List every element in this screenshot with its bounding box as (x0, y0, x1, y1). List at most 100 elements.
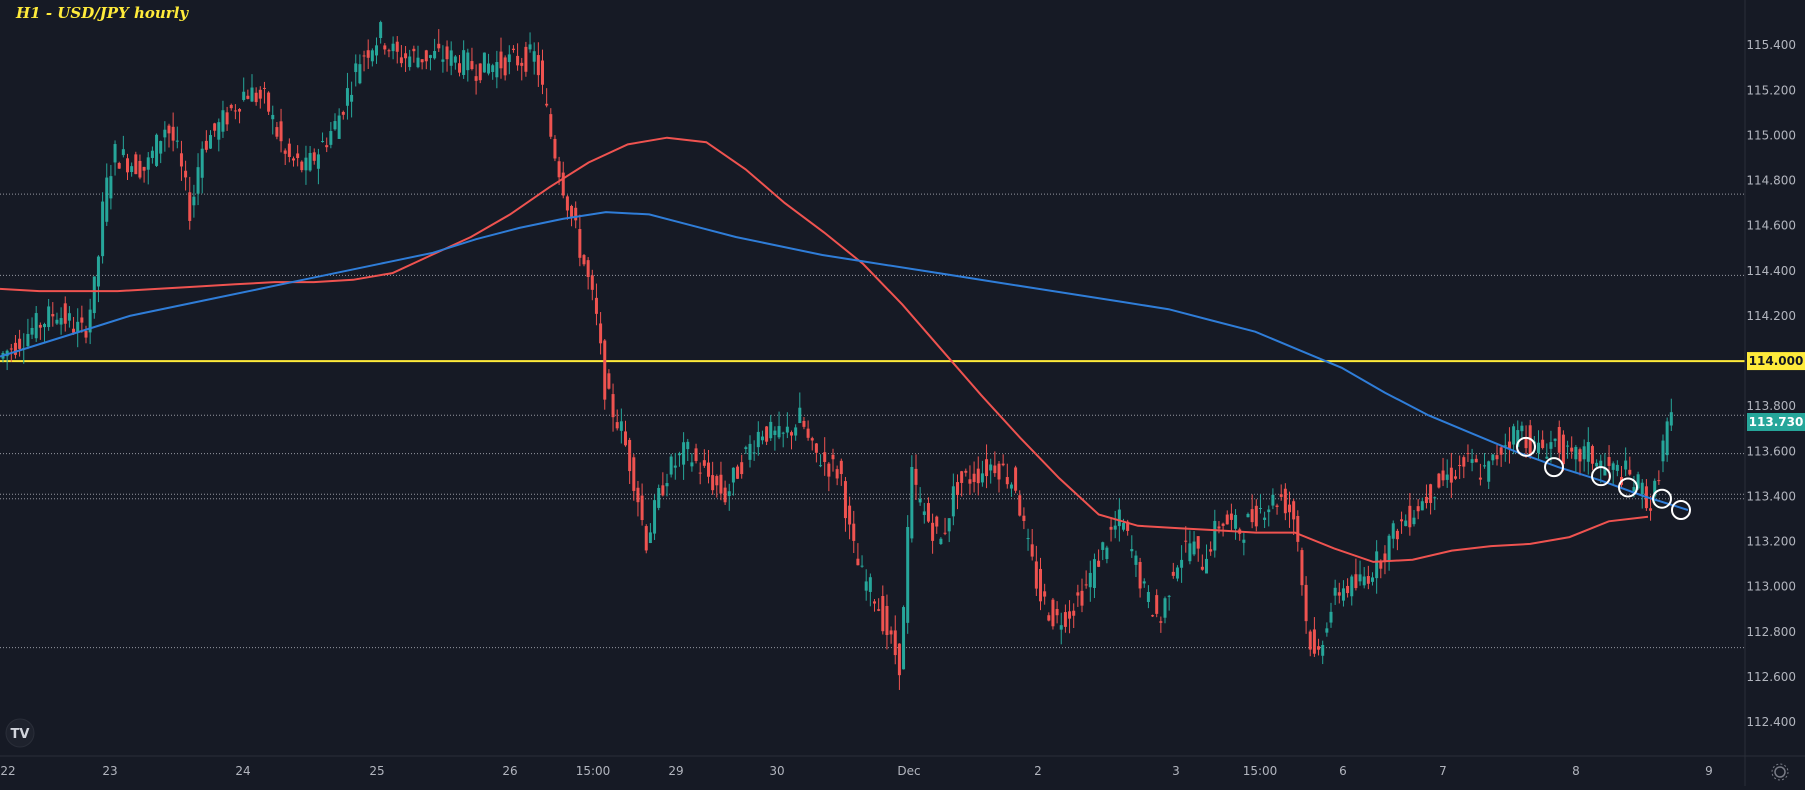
candle-body (557, 161, 561, 178)
candle-body (179, 153, 183, 167)
candle-body (1246, 513, 1250, 518)
touch-circle-marker (1544, 457, 1564, 478)
candle-body (1669, 412, 1673, 426)
candle-body (72, 328, 76, 333)
candle-body (242, 91, 246, 100)
candle-body (433, 50, 437, 59)
candle-body (997, 463, 1001, 480)
candle-body (951, 486, 955, 517)
candle-body (1163, 598, 1167, 618)
candle-body (51, 314, 55, 317)
candle-body (1528, 425, 1532, 456)
candle-body (624, 431, 627, 446)
candle-body (200, 148, 204, 178)
candle-body (1080, 590, 1084, 606)
candle-body (582, 255, 586, 265)
candle-body (835, 469, 839, 479)
candle-body (1665, 421, 1669, 456)
x-tick-label: 9 (1705, 764, 1713, 778)
candle-body (1134, 555, 1138, 565)
candle-body (283, 150, 287, 154)
candle-body (619, 421, 623, 431)
candle-body (175, 140, 179, 142)
candle-body (1512, 426, 1516, 445)
candle-body (939, 538, 943, 545)
candle-body (1371, 577, 1374, 582)
candle-body (225, 112, 229, 125)
candle-body (640, 495, 644, 521)
candle-body (474, 76, 478, 81)
candle-body (893, 630, 897, 656)
candle-body (1304, 584, 1308, 622)
y-tick-label: 114.800 (1746, 174, 1796, 188)
candle-body (184, 170, 188, 178)
tradingview-logo-icon[interactable]: TV (5, 718, 35, 748)
candle-body (109, 176, 113, 199)
candle-body (395, 41, 399, 52)
candle-body (1022, 515, 1026, 521)
candle-body (520, 62, 524, 66)
candle-body (1151, 615, 1155, 617)
candle-body (1341, 588, 1345, 601)
candle-body (375, 45, 378, 56)
candle-body (445, 46, 449, 60)
candle-body (1159, 621, 1163, 623)
candle-body (968, 479, 972, 484)
candle-body (292, 158, 295, 161)
candle-body (155, 134, 159, 166)
candle-body (258, 89, 262, 99)
candle-body (1242, 539, 1246, 543)
candle-body (686, 441, 690, 450)
candle-body (1225, 514, 1229, 525)
y-tick-label: 114.600 (1746, 219, 1796, 233)
candle-body (760, 436, 764, 441)
x-tick-label: 6 (1339, 764, 1347, 778)
candle-body (856, 558, 860, 566)
candle-body (1209, 549, 1213, 552)
candle-body (636, 487, 640, 503)
candle-body (1155, 595, 1159, 614)
candle-body (794, 427, 798, 436)
candle-body (192, 196, 196, 206)
candle-body (1441, 470, 1445, 481)
candle-body (781, 432, 785, 434)
candle-body (416, 57, 420, 68)
candle-body (254, 92, 258, 103)
candle-body (362, 55, 366, 57)
candle-body (603, 340, 607, 400)
candle-body (1516, 430, 1520, 447)
candle-body (105, 177, 109, 222)
candle-body (1437, 473, 1441, 488)
candle-body (171, 126, 175, 141)
candle-body (9, 348, 13, 350)
settings-gear-icon[interactable] (1771, 763, 1789, 781)
candle-body (1387, 535, 1391, 561)
candle-body (785, 426, 789, 433)
candle-body (1217, 526, 1221, 529)
candle-body (329, 131, 333, 145)
candle-body (1474, 458, 1478, 463)
candle-body (271, 114, 275, 120)
candle-body (507, 54, 511, 63)
key-level-tag-bg (1747, 352, 1805, 371)
candle-body (594, 297, 598, 314)
candle-body (736, 466, 740, 479)
candle-body (1445, 474, 1449, 480)
candle-body (1005, 477, 1009, 485)
candle-body (167, 125, 171, 134)
candle-body (487, 63, 491, 74)
candle-body (1416, 506, 1420, 512)
candle-body (1325, 628, 1329, 633)
candle-body (1026, 538, 1030, 540)
candle-body (88, 309, 92, 333)
candle-body (744, 447, 748, 449)
candle-body (387, 50, 391, 52)
candle-body (424, 50, 428, 62)
candle-body (1590, 446, 1594, 464)
candle-body (1337, 592, 1341, 596)
last-price-tag-label: 113.730 (1749, 415, 1804, 429)
x-tick-label: 26 (502, 764, 517, 778)
candle-body (653, 500, 657, 534)
